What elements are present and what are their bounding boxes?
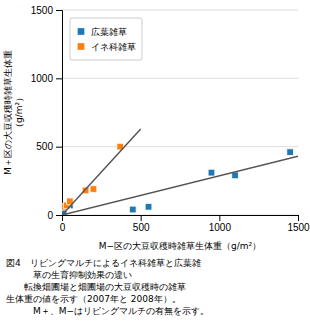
y-tick-label: 500 (36, 141, 53, 152)
series-points (62, 143, 124, 210)
caption-line: 図4 リビングマルチによるイネ科雑草と広葉雑 (6, 258, 201, 268)
y-axis-title-line: （g/m²） (14, 93, 24, 132)
x-tick: 1500 (287, 215, 310, 233)
legend-label: 広葉雑草 (91, 27, 127, 37)
y-tick: 1000 (31, 73, 62, 84)
series-points (62, 149, 293, 215)
legend-swatch (78, 28, 85, 35)
x-tick: 500 (133, 215, 150, 233)
x-tick: 1000 (209, 215, 232, 233)
x-tick-label: 1500 (287, 222, 310, 233)
y-tick: 1500 (31, 5, 62, 16)
x-axis-title: M−区の大豆収穫時雑草生体重（g/m²） (99, 241, 261, 251)
point (287, 149, 294, 156)
y-axis: 0 500 1000 1500 (31, 5, 63, 221)
x-tick-label: 500 (133, 222, 150, 233)
x-tick-mark (298, 215, 299, 221)
y-axis-line (56, 11, 63, 216)
y-tick: 500 (36, 141, 62, 152)
legend-label: イネ科雑草 (91, 42, 136, 52)
legend-box (70, 18, 142, 60)
point (129, 206, 136, 213)
y-tick-mark (56, 215, 62, 216)
caption-line: 草の生育抑制効果の違い (6, 270, 132, 280)
caption: 図4 リビングマルチによるイネ科雑草と広葉雑 草の生育抑制効果の違い 転換畑圃場… (6, 258, 209, 316)
point (145, 203, 152, 210)
legend-item: 広葉雑草 (78, 27, 127, 37)
y-axis-title-line: M＋区の大豆収穫時雑草生体重 (3, 50, 13, 175)
grid-line (62, 146, 298, 147)
x-tick: 0 (60, 215, 66, 233)
trend-line (62, 129, 141, 215)
trend-line (62, 156, 298, 215)
y-axis-title: M＋区の大豆収穫時雑草生体重（g/m²） (3, 50, 24, 175)
x-axis-line (63, 216, 299, 222)
x-tick-mark (219, 215, 220, 221)
caption-line: 生体重の値を示す（2007年と 2008年）。 (6, 294, 181, 304)
point (208, 169, 215, 176)
legend: 広葉雑草イネ科雑草 (70, 18, 142, 60)
plot: 0 500 1000 1500 0 500 1000 1500 広葉雑草イネ科雑草 (31, 5, 310, 233)
point (90, 186, 97, 193)
y-tick-label: 1500 (31, 5, 54, 16)
marks (62, 129, 298, 215)
y-tick-mark (56, 147, 62, 148)
x-axis: 0 500 1000 1500 (60, 215, 310, 233)
legend-swatch (78, 43, 85, 50)
x-tick-label: 1000 (209, 222, 232, 233)
y-tick-label: 1000 (31, 73, 54, 84)
y-tick-mark (56, 78, 62, 79)
grid-line (62, 78, 298, 79)
y-tick-mark (56, 10, 62, 11)
grid (62, 10, 298, 215)
y-tick: 0 (47, 210, 62, 221)
caption-line: M＋、M−はリビングマルチの有無を示す。 (6, 306, 209, 316)
legend-item: イネ科雑草 (78, 42, 136, 52)
grid-line (62, 10, 298, 11)
chart: 0 500 1000 1500 0 500 1000 1500 広葉雑草イネ科雑草 M−区の大豆収… (0, 0, 310, 330)
y-tick-label: 0 (47, 210, 53, 221)
caption-line: 転換畑圃場と畑圃場の大豆収穫時の雑草 (6, 282, 186, 292)
x-tick-mark (141, 215, 142, 221)
x-tick-label: 0 (60, 222, 66, 233)
